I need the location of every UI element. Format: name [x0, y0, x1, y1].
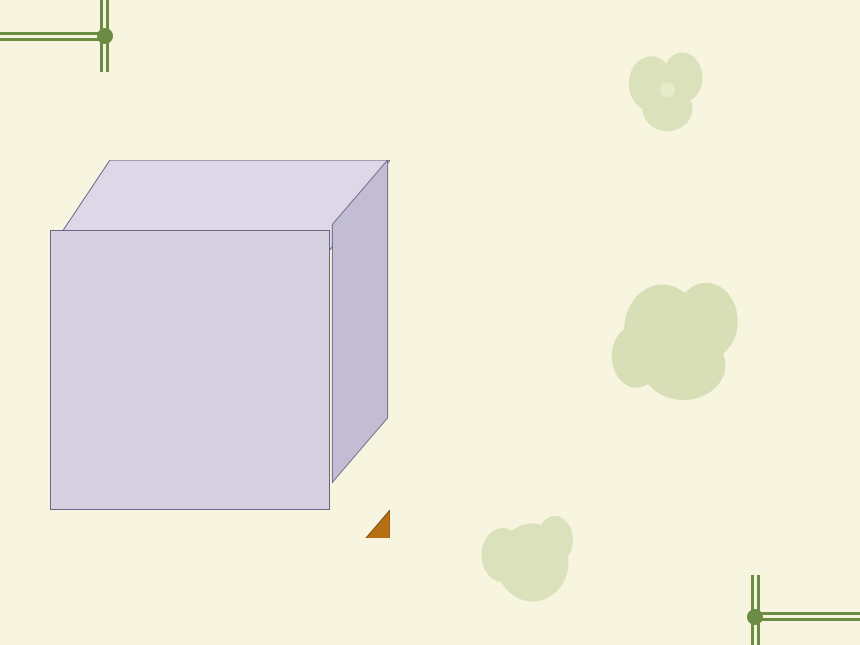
border-knot — [747, 609, 763, 625]
border-line — [0, 32, 108, 35]
bg-flower-icon — [590, 260, 770, 400]
border-line — [0, 38, 108, 41]
cube-front-grid — [50, 230, 330, 510]
cube-diagram — [50, 160, 390, 580]
cube-base-row — [50, 510, 330, 538]
cube-side-grid — [330, 160, 390, 510]
border-line — [750, 618, 860, 621]
cube-base-side — [330, 510, 390, 538]
border-knot — [97, 28, 113, 44]
bg-flower-icon — [600, 40, 740, 140]
border-line — [750, 612, 860, 615]
bg-flower-icon — [460, 495, 620, 615]
